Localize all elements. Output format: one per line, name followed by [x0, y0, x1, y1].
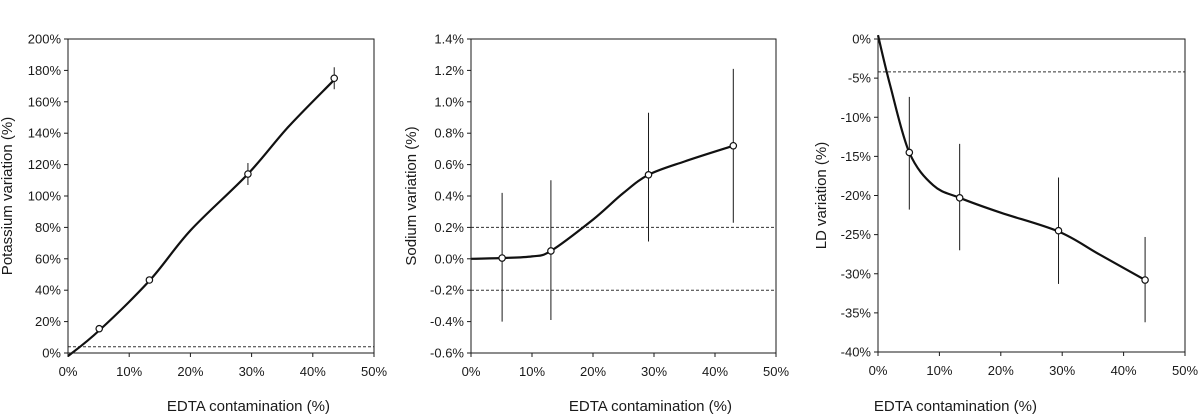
x-tick-label: 50%: [361, 364, 387, 379]
x-tick-label: 10%: [116, 364, 142, 379]
y-tick-label: -0.2%: [430, 283, 464, 298]
x-axis-label: EDTA contamination (%): [569, 398, 732, 414]
chart-panel-1: 0% 20% 40% 60% 80% 100% 120% 140% 160% 180% 200% 0%…: [0, 32, 387, 414]
y-tick-label: 120%: [28, 157, 62, 172]
y-tick-label: -0.6%: [430, 346, 464, 361]
data-point: [729, 141, 738, 150]
fit-curve: [470, 144, 734, 260]
y-tick-label: 0%: [42, 346, 61, 361]
y-tick-label: 0.0%: [434, 251, 464, 266]
data-point: [547, 247, 555, 255]
y-axis-label: Sodium variation (%): [403, 126, 420, 265]
data-point: [905, 148, 914, 157]
y-tick-label: 1.4%: [434, 32, 464, 47]
x-tick-label: 50%: [1172, 363, 1198, 378]
plot-frame: [67, 38, 375, 354]
x-tick-label: 20%: [177, 364, 203, 379]
x-tick-label: 0%: [59, 364, 78, 379]
x-tick-label: 30%: [641, 364, 667, 379]
x-tick-label: 0%: [869, 363, 888, 378]
y-tick-label: -5%: [848, 71, 872, 86]
data-point: [498, 254, 506, 262]
y-tick-label: 180%: [28, 63, 62, 78]
y-tick-label: 160%: [28, 94, 62, 109]
y-tick-label: -15%: [841, 149, 872, 164]
y-tick-label: 140%: [28, 126, 62, 141]
y-tick-label: 80%: [35, 220, 61, 235]
y-tick-label: -20%: [841, 188, 872, 203]
data-point: [644, 171, 653, 179]
y-tick-label: -30%: [841, 266, 872, 281]
chart-panel-3: -40% -35% -30% -25% -20% -15% -10% -5% 0% 0% 10% 20…: [813, 32, 1198, 414]
x-axis-label: EDTA contamination (%): [167, 398, 330, 414]
y-tick-label: -25%: [841, 227, 872, 242]
y-tick-label: 0.4%: [434, 189, 464, 204]
plot-frame: [470, 38, 777, 354]
plot-frame: [877, 38, 1186, 353]
data-point: [330, 74, 339, 83]
y-tick-label: 200%: [28, 32, 62, 47]
y-tick-label: -35%: [841, 305, 872, 320]
y-tick-label: -40%: [841, 345, 872, 360]
x-axis-label: EDTA contamination (%): [874, 398, 1037, 414]
y-tick-label: 0.8%: [434, 126, 464, 141]
y-tick-label: 1.2%: [434, 63, 464, 78]
data-point: [95, 324, 104, 333]
y-axis-label: LD variation (%): [813, 142, 830, 250]
y-tick-label: 0.6%: [434, 157, 464, 172]
data-point: [145, 276, 154, 284]
chart-panel-2: -0.6% -0.4% -0.2% 0.0% 0.2% 0.4% 0.6% 0.8% 1.0% 1…: [403, 32, 789, 414]
data-point: [1054, 226, 1063, 235]
y-tick-label: 0.2%: [434, 220, 464, 235]
y-tick-label: -10%: [841, 110, 872, 125]
y-tick-label: 20%: [35, 314, 61, 329]
x-tick-label: 40%: [1111, 363, 1137, 378]
y-tick-label: 0%: [852, 32, 871, 47]
x-tick-label: 40%: [702, 364, 728, 379]
y-tick-label: -0.4%: [430, 314, 464, 329]
x-tick-label: 40%: [300, 364, 326, 379]
x-tick-label: 10%: [926, 363, 952, 378]
data-point: [1141, 276, 1149, 284]
y-tick-label: 100%: [28, 189, 62, 204]
y-tick-label: 60%: [35, 251, 61, 266]
x-tick-label: 30%: [239, 364, 265, 379]
x-tick-label: 10%: [519, 364, 545, 379]
fit-curve: [67, 79, 335, 357]
y-axis-label: Potassium variation (%): [0, 117, 16, 275]
data-point: [244, 170, 252, 178]
y-tick-label: 40%: [35, 283, 61, 298]
x-tick-label: 50%: [763, 364, 789, 379]
x-tick-label: 30%: [1049, 363, 1075, 378]
data-point: [955, 194, 964, 202]
x-tick-label: 20%: [580, 364, 606, 379]
y-tick-label: 1.0%: [434, 94, 464, 109]
x-tick-label: 20%: [988, 363, 1014, 378]
x-tick-label: 0%: [462, 364, 481, 379]
